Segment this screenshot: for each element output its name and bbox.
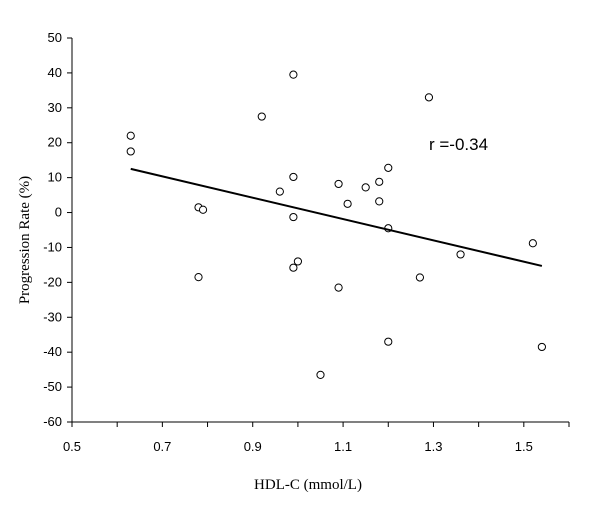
data-point (343, 199, 352, 208)
y-axis-title: Progression Rate (%) (17, 176, 33, 304)
data-point (375, 197, 384, 206)
data-point (537, 342, 546, 352)
x-tick-label: 1.1 (334, 439, 352, 454)
data-point (198, 205, 208, 214)
data-point (289, 263, 298, 272)
y-tick-label: -20 (43, 274, 62, 289)
x-tick-label: 0.9 (244, 439, 262, 454)
data-point (375, 177, 384, 186)
y-tick-label: 50 (48, 30, 62, 45)
y-tick-label: 0 (55, 205, 62, 220)
data-point (424, 93, 434, 102)
y-tick-label: 10 (48, 170, 62, 185)
data-point (384, 163, 393, 172)
y-tick-label: -60 (43, 414, 62, 429)
y-tick-label: -40 (43, 344, 62, 359)
x-tick-label: 0.7 (153, 439, 171, 454)
data-point (316, 370, 325, 379)
x-tick-label: 1.5 (515, 439, 533, 454)
y-tick-label: -30 (43, 309, 62, 324)
correlation-annotation: r =-0.34 (429, 135, 488, 154)
y-tick-label: 40 (48, 65, 62, 80)
y-tick-label: -10 (43, 239, 62, 254)
regression-line (130, 167, 543, 267)
data-points (126, 70, 546, 379)
x-tick-label: 1.3 (424, 439, 442, 454)
data-point (289, 172, 298, 182)
data-point (334, 283, 343, 292)
data-point (275, 187, 284, 196)
data-point (334, 179, 343, 189)
data-point (528, 239, 537, 248)
x-tick-label: 0.5 (63, 439, 81, 454)
data-point (126, 147, 135, 156)
data-point (415, 273, 424, 282)
y-tick-label: 30 (48, 100, 62, 115)
y-tick-label: -50 (43, 379, 62, 394)
axes (71, 38, 569, 423)
data-point (293, 257, 303, 266)
data-point (289, 70, 298, 79)
y-tick-label: 20 (48, 135, 62, 150)
data-point (194, 273, 203, 282)
data-point (257, 112, 266, 121)
data-point (289, 212, 298, 222)
data-point (384, 337, 393, 346)
data-point (126, 131, 135, 140)
x-axis-title: HDL-C (mmol/L) (254, 477, 362, 493)
data-point (456, 250, 465, 259)
y-ticks: 50 40 30 20 10 0 -10 -20 -30 -40 -50 -60 (43, 30, 72, 429)
x-ticks: 0.5 0.7 0.9 1.1 1.3 1.5 (63, 422, 570, 454)
data-point (361, 183, 370, 192)
